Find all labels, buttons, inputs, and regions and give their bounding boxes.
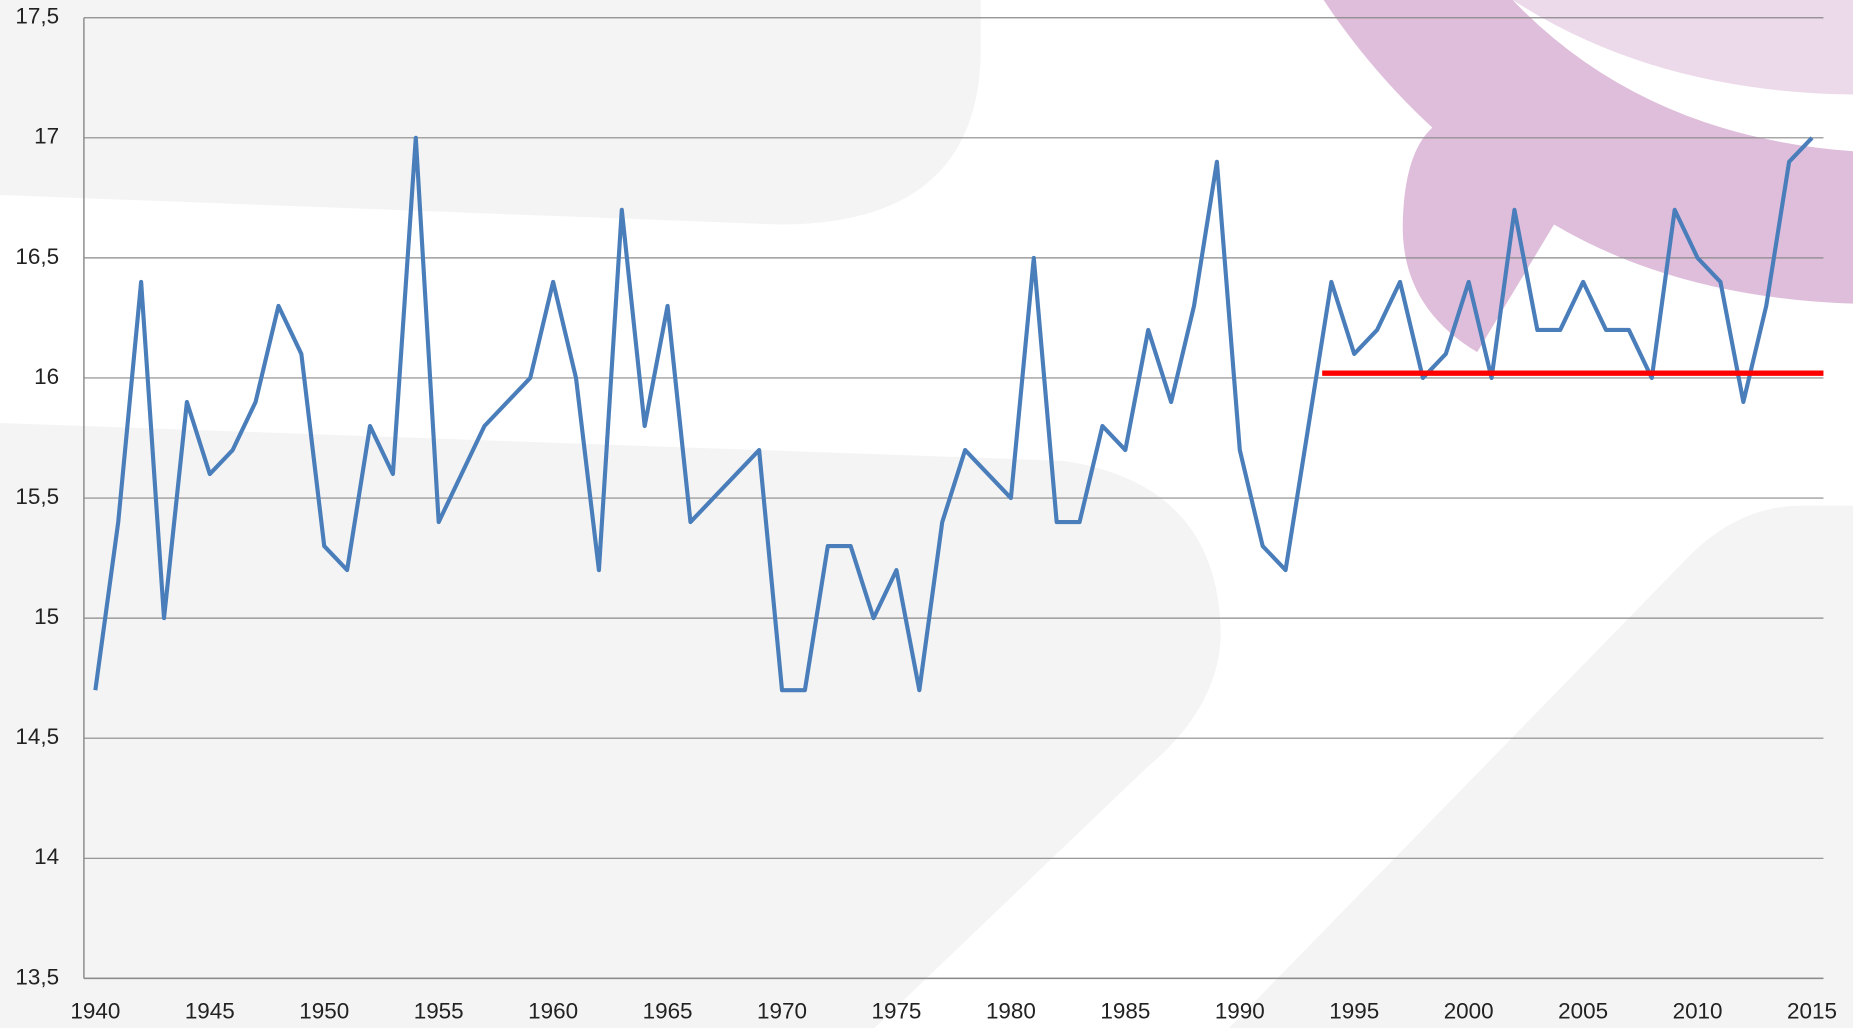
x-tick-label: 1950 [299, 999, 349, 1024]
y-tick-label: 14 [34, 844, 59, 869]
y-tick-label: 17,5 [15, 4, 59, 29]
x-tick-label: 1945 [185, 999, 235, 1024]
x-tick-label: 1960 [528, 999, 578, 1024]
x-tick-label: 1995 [1329, 999, 1379, 1024]
x-tick-label: 1990 [1215, 999, 1265, 1024]
x-tick-label: 2015 [1787, 999, 1837, 1024]
data-line [93, 135, 1814, 693]
x-tick-label: 1940 [70, 999, 120, 1024]
x-tick-label: 2000 [1444, 999, 1494, 1024]
y-tick-label: 16,5 [15, 244, 59, 269]
x-tick-label: 1970 [757, 999, 807, 1024]
x-tick-label: 1985 [1100, 999, 1150, 1024]
x-tick-label: 2010 [1673, 999, 1723, 1024]
x-tick-label: 1975 [871, 999, 921, 1024]
x-tick-label: 1955 [414, 999, 464, 1024]
x-tick-label: 1965 [643, 999, 693, 1024]
y-tick-label: 16 [34, 364, 59, 389]
y-tick-label: 17 [34, 124, 59, 149]
y-tick-label: 13,5 [15, 964, 59, 989]
y-tick-label: 14,5 [15, 724, 59, 749]
x-tick-label: 2005 [1558, 999, 1608, 1024]
y-tick-label: 15 [34, 604, 59, 629]
x-tick-label: 1980 [986, 999, 1036, 1024]
y-tick-label: 15,5 [15, 484, 59, 509]
